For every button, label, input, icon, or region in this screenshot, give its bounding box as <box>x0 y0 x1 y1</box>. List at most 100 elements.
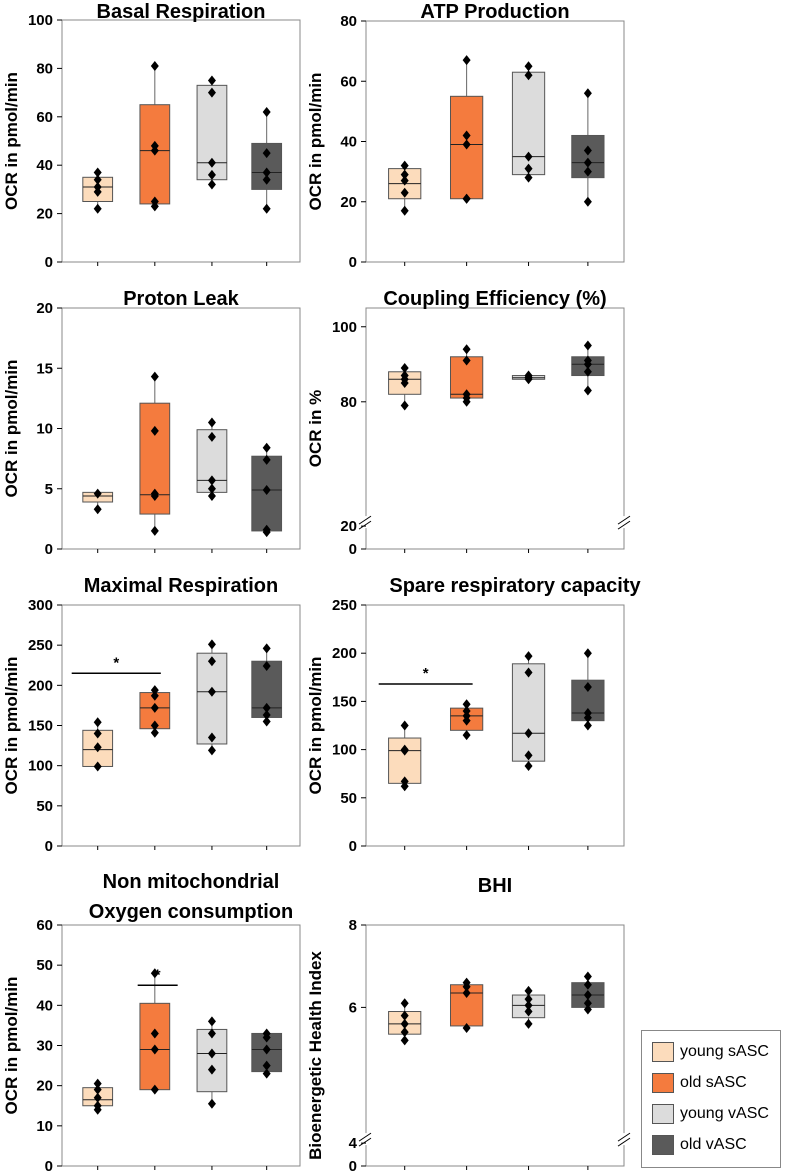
data-point <box>524 163 533 174</box>
y-axis-label: OCR in pmol/min <box>2 360 21 498</box>
data-point <box>583 366 592 377</box>
data-point <box>583 648 592 659</box>
y-tick-label: 50 <box>36 798 53 815</box>
y-tick-label: 100 <box>28 758 53 775</box>
box-old-vasc <box>251 106 283 214</box>
data-point <box>462 730 471 741</box>
data-point <box>262 174 271 185</box>
panel-title-line-1: Non mitochondrial <box>103 871 280 893</box>
box-iqr <box>196 652 228 745</box>
y-tick-label: 250 <box>28 637 53 654</box>
axis-break-mask <box>619 516 629 529</box>
significance-star: * <box>423 665 429 682</box>
data-point <box>583 88 592 99</box>
data-point <box>93 504 102 515</box>
data-point <box>150 140 159 151</box>
data-point <box>524 70 533 81</box>
data-point <box>524 750 533 761</box>
data-point <box>462 987 471 998</box>
data-point <box>400 1035 409 1046</box>
box-iqr <box>388 737 422 784</box>
box-old-vasc <box>571 88 605 207</box>
data-point <box>524 1006 533 1017</box>
data-point <box>207 490 216 501</box>
data-point <box>462 706 471 717</box>
axis-break-mark <box>358 520 372 530</box>
y-tick-label: 50 <box>340 790 357 807</box>
data-point <box>93 1092 102 1103</box>
y-tick-label: 100 <box>332 742 357 759</box>
box-young-sasc <box>388 720 422 792</box>
y-tick-label: 0 <box>45 254 53 271</box>
data-point <box>150 425 159 436</box>
box-old-sasc <box>449 699 484 741</box>
data-point <box>93 728 102 739</box>
data-point <box>583 196 592 207</box>
legend-label: young vASC <box>680 1105 769 1122</box>
data-point <box>524 667 533 678</box>
panel-title: Maximal Respiration <box>84 575 279 597</box>
data-point <box>400 370 409 381</box>
data-point <box>207 686 216 697</box>
axis-break-mask <box>360 1133 370 1146</box>
y-tick-label: 40 <box>36 997 53 1014</box>
axis-break-mark <box>358 1132 372 1142</box>
y-tick-label: 5 <box>45 481 53 498</box>
data-point <box>207 475 216 486</box>
plot-frame <box>61 19 301 263</box>
data-point <box>150 685 159 696</box>
y-tick-label: 0 <box>349 254 357 271</box>
y-tick-label: 6 <box>349 999 357 1016</box>
panel-title: BHI <box>478 875 512 897</box>
y-tick-label: 20 <box>36 300 53 317</box>
data-point <box>150 1084 159 1095</box>
y-axis-label: OCR in pmol/min <box>2 657 21 795</box>
data-point <box>583 355 592 366</box>
legend-label: old vASC <box>680 1136 747 1153</box>
y-tick-label: 80 <box>36 60 53 77</box>
data-point <box>262 106 271 117</box>
box-young-sasc <box>82 167 114 214</box>
data-point <box>207 169 216 180</box>
box-old-vasc <box>251 442 283 538</box>
box-young-sasc <box>388 363 422 411</box>
legend-swatch-old-sasc <box>652 1073 674 1093</box>
data-point <box>524 1000 533 1011</box>
box-young-sasc <box>388 998 422 1046</box>
data-point <box>583 979 592 990</box>
data-point <box>462 699 471 710</box>
chart-panel: 0 20 80 100 Coupling Efficiency (%) OCR in % <box>306 288 631 558</box>
data-point <box>400 1010 409 1021</box>
data-point <box>400 400 409 411</box>
y-tick-label: 10 <box>36 1118 53 1135</box>
data-point <box>150 488 159 499</box>
data-point <box>462 130 471 141</box>
data-point <box>583 990 592 1001</box>
data-point <box>262 1028 271 1039</box>
data-point <box>583 998 592 1009</box>
data-point <box>207 656 216 667</box>
data-point <box>400 205 409 216</box>
box-young-vasc <box>511 370 546 385</box>
data-point <box>400 363 409 374</box>
box-old-vasc <box>571 648 605 731</box>
data-point <box>583 145 592 156</box>
data-point <box>400 1027 409 1038</box>
data-point <box>583 1004 592 1015</box>
y-tick-label: 100 <box>332 319 357 336</box>
chart-panel: 0 5 10 15 20 Proton Leak OCR in pmol/min <box>2 288 301 558</box>
y-axis-label: Bioenergetic Health Index <box>306 951 325 1160</box>
box-old-sasc <box>139 968 171 1095</box>
y-tick-label: 50 <box>36 957 53 974</box>
data-point <box>262 661 271 672</box>
box-old-sasc <box>139 371 171 536</box>
chart-panel: 0 4 6 8 BHI Bioenergetic Health Index <box>306 875 631 1174</box>
y-axis-label: OCR in % <box>306 390 325 467</box>
y-tick-label: 60 <box>36 917 53 934</box>
y-tick-label: 0 <box>45 1158 53 1174</box>
data-point <box>150 702 159 713</box>
y-tick-label: 8 <box>349 917 357 934</box>
data-point <box>262 1044 271 1055</box>
data-point <box>400 1018 409 1029</box>
